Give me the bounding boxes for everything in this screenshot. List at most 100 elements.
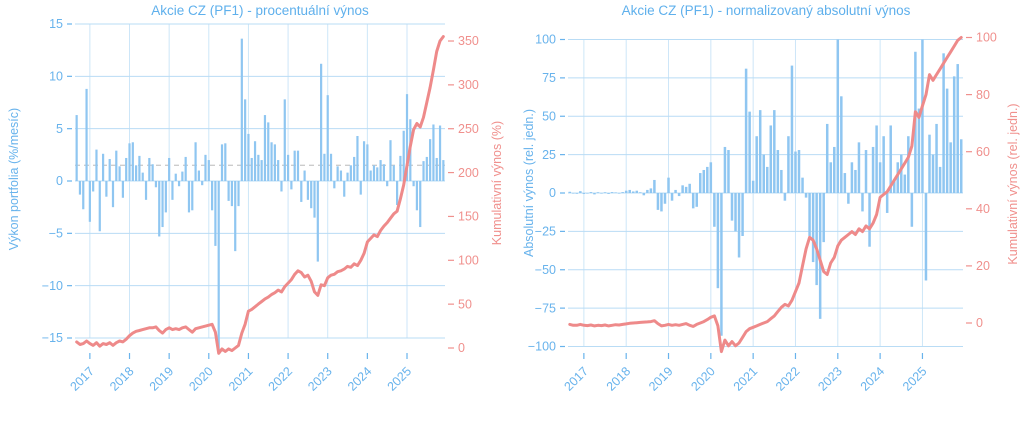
return-bar bbox=[836, 39, 840, 193]
return-bar bbox=[207, 160, 210, 181]
y-tick-label-left: 0 bbox=[56, 174, 63, 188]
chart-title-right: Akcie CZ (PF1) - normalizovaný absolutní… bbox=[621, 3, 911, 18]
return-bar bbox=[593, 193, 596, 195]
return-bar bbox=[910, 193, 914, 227]
y-tick-label-right: 0 bbox=[458, 341, 465, 355]
return-bar bbox=[343, 181, 346, 197]
return-bar bbox=[88, 181, 91, 222]
return-bar bbox=[649, 188, 653, 193]
return-bar bbox=[286, 154, 290, 181]
return-bar bbox=[300, 181, 303, 202]
return-bar bbox=[670, 193, 674, 201]
return-bar bbox=[128, 143, 131, 181]
return-bar bbox=[227, 181, 230, 201]
return-bar bbox=[257, 154, 260, 181]
return-bar bbox=[811, 193, 815, 263]
return-bar bbox=[277, 160, 280, 181]
return-bar bbox=[589, 192, 593, 193]
return-bar bbox=[801, 177, 804, 193]
return-bar bbox=[723, 146, 727, 193]
return-bar bbox=[329, 153, 333, 181]
return-bar bbox=[600, 193, 603, 194]
return-bar bbox=[402, 130, 405, 181]
return-bar bbox=[237, 181, 240, 207]
return-bar bbox=[885, 193, 889, 213]
return-bar bbox=[425, 156, 428, 181]
return-bar bbox=[273, 144, 276, 181]
return-bar bbox=[362, 141, 366, 181]
return-bar bbox=[660, 193, 663, 212]
return-bar bbox=[194, 142, 197, 181]
return-bar bbox=[783, 193, 787, 201]
y-tick-label-right: 100 bbox=[458, 253, 479, 267]
y-axis-label-left-1: Výkon portfolia (%/mesíc) bbox=[7, 107, 21, 251]
return-bar bbox=[115, 150, 118, 181]
return-bar bbox=[105, 181, 108, 197]
y-tick-label-right: 80 bbox=[976, 88, 990, 102]
y-tick-label-right: 200 bbox=[458, 166, 479, 180]
return-bar bbox=[135, 165, 138, 181]
return-bar bbox=[945, 88, 949, 193]
return-bar bbox=[392, 165, 395, 181]
return-bar bbox=[889, 125, 892, 193]
return-bar bbox=[356, 135, 359, 181]
y-axis-label-right-1: Kumulativní výnos (%) bbox=[490, 120, 504, 246]
return-bar bbox=[572, 193, 575, 194]
x-tick-label: 2019 bbox=[147, 364, 177, 394]
return-bar bbox=[751, 180, 755, 193]
x-tick-label: 2017 bbox=[67, 364, 97, 394]
y-tick-label-right: 350 bbox=[458, 34, 479, 48]
return-bar bbox=[214, 181, 217, 246]
return-bar bbox=[399, 155, 402, 181]
return-bar bbox=[184, 156, 187, 181]
return-bar bbox=[924, 193, 928, 281]
return-bar bbox=[903, 174, 907, 193]
return-bar bbox=[755, 136, 758, 193]
return-bar bbox=[158, 181, 161, 237]
return-bar bbox=[326, 95, 329, 181]
return-bar bbox=[379, 160, 382, 181]
return-bar bbox=[829, 162, 832, 193]
y-tick-label-left: 50 bbox=[542, 109, 556, 123]
return-bar bbox=[296, 150, 300, 181]
return-bar bbox=[82, 181, 85, 210]
return-bar bbox=[628, 189, 631, 193]
return-bar bbox=[646, 189, 649, 193]
return-bar bbox=[681, 185, 684, 193]
return-bar bbox=[610, 192, 614, 193]
y-tick-label-left: −15 bbox=[42, 331, 63, 345]
y-tick-label-left: 75 bbox=[542, 71, 556, 85]
chart-title-left: Akcie CZ (PF1) - procentuální výnos bbox=[151, 3, 369, 18]
return-bar bbox=[366, 144, 369, 181]
return-bar bbox=[412, 181, 415, 187]
return-bar bbox=[438, 125, 442, 181]
return-bar bbox=[769, 125, 773, 193]
y-tick-label-right: 60 bbox=[976, 145, 990, 159]
return-bar bbox=[260, 160, 263, 181]
return-bar bbox=[131, 142, 134, 181]
return-bar bbox=[382, 164, 385, 181]
x-tick-label: 2018 bbox=[604, 364, 634, 394]
return-bar bbox=[164, 181, 167, 213]
return-bar bbox=[684, 186, 688, 193]
return-bar bbox=[959, 139, 963, 193]
return-bar bbox=[780, 169, 783, 193]
return-bar bbox=[313, 181, 316, 218]
return-bar bbox=[369, 170, 372, 181]
y-tick-label-left: −25 bbox=[535, 225, 556, 239]
y-axis-label-left-2: Absolutní výnos (rel. jedn.) bbox=[522, 109, 536, 257]
x-tick-label: 2022 bbox=[773, 364, 803, 394]
return-bar bbox=[935, 123, 938, 193]
return-bar bbox=[280, 181, 283, 192]
return-bar bbox=[148, 157, 151, 181]
y-tick-label-left: 0 bbox=[549, 186, 556, 200]
return-bar bbox=[174, 173, 177, 181]
return-bar bbox=[843, 173, 847, 193]
x-tick-label: 2023 bbox=[305, 364, 335, 394]
y-tick-label-right: 40 bbox=[976, 202, 990, 216]
y-tick-label-left: 10 bbox=[49, 70, 63, 84]
x-tick-label: 2020 bbox=[186, 364, 216, 394]
y-tick-label-right: 250 bbox=[458, 122, 479, 136]
return-bar bbox=[942, 53, 945, 193]
